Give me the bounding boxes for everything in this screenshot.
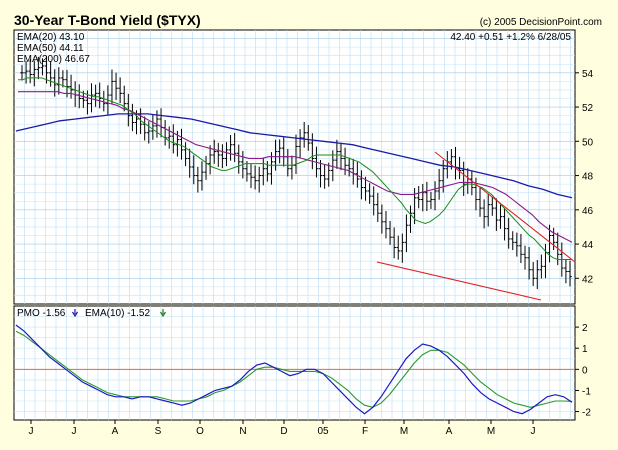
x-tick-label: M — [400, 426, 408, 437]
legend-pmo-ema10: EMA(10) -1.52 — [85, 308, 150, 319]
price-tick-label: 44 — [582, 240, 594, 251]
x-axis-ticks: J J A S O N D 05 F M A M J — [29, 420, 536, 437]
x-tick-label: A — [446, 426, 453, 437]
legend-ema50: EMA(50) 44.11 — [17, 43, 84, 54]
pmo-tick-label: 0 — [582, 365, 588, 376]
resistance-trendline — [434, 151, 576, 263]
x-tick-label: O — [196, 426, 204, 437]
ema200-line — [15, 113, 573, 199]
x-tick-label: S — [155, 426, 162, 437]
price-tick-label: 54 — [582, 69, 594, 80]
ema10-down-arrow-icon — [159, 309, 167, 318]
price-tick-label: 52 — [582, 103, 594, 114]
legend-ema20: EMA(20) 43.10 — [17, 32, 85, 43]
legend-ema200: EMA(200) 46.67 — [17, 54, 90, 65]
price-tick-label: 46 — [582, 206, 594, 217]
x-tick-label: A — [112, 426, 119, 437]
price-tick-label: 48 — [582, 172, 594, 183]
pmo-axis-ticks: 2 1 0 -1 -2 — [575, 323, 591, 419]
x-tick-label: J — [29, 426, 34, 437]
price-axis-ticks: 42 44 46 48 50 52 54 — [575, 69, 594, 285]
x-tick-label: F — [362, 426, 368, 437]
ema50-line — [18, 91, 573, 243]
pmo-down-arrow-icon — [71, 309, 79, 318]
pmo-tick-label: -1 — [582, 386, 591, 397]
pmo-tick-label: 1 — [582, 344, 588, 355]
price-bars — [20, 56, 572, 290]
price-tick-label: 50 — [582, 137, 594, 148]
x-tick-label: D — [280, 426, 287, 437]
pmo-tick-label: -2 — [582, 408, 591, 419]
x-tick-label: N — [239, 426, 246, 437]
x-tick-label: 05 — [317, 426, 329, 437]
pmo-ema10-line — [15, 330, 573, 408]
price-tick-label: 42 — [582, 274, 594, 285]
copyright: (c) 2005 DecisionPoint.com — [480, 17, 602, 28]
pmo-tick-label: 2 — [582, 323, 588, 334]
legend-pmo: PMO -1.56 — [17, 308, 66, 319]
x-tick-label: J — [531, 426, 536, 437]
support-trendline — [376, 261, 542, 301]
pmo-line — [15, 324, 573, 415]
x-tick-label: J — [72, 426, 77, 437]
x-tick-label: M — [487, 426, 495, 437]
quote-readout: 42.40 +0.51 +1.2% 6/28/05 — [450, 32, 571, 43]
chart-title: 30-Year T-Bond Yield ($TYX) — [14, 12, 201, 28]
